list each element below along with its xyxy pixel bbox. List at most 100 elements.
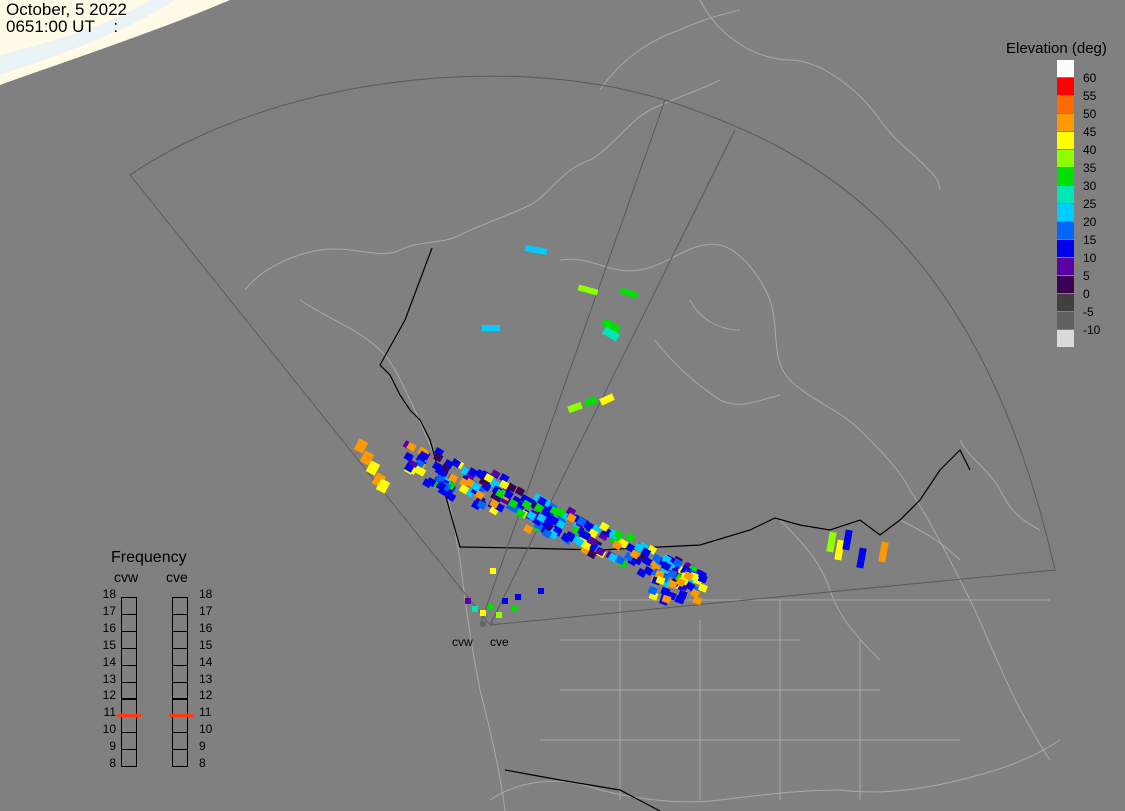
frequency-cell xyxy=(172,715,188,734)
echo-cell xyxy=(834,539,845,561)
echo-cell xyxy=(489,498,500,509)
frequency-cell xyxy=(121,613,137,632)
echo-cell xyxy=(661,554,672,565)
echo-cell xyxy=(602,326,620,342)
echo-cell xyxy=(435,474,446,485)
echo-cell xyxy=(576,516,587,527)
echo-cell xyxy=(474,489,485,500)
site-label-cvw: cvw xyxy=(452,635,473,649)
legend-swatch xyxy=(1057,222,1074,239)
legend-value: 60 xyxy=(1083,71,1097,85)
frequency-cell xyxy=(121,647,137,666)
frequency-cell xyxy=(121,715,137,734)
echo-cell xyxy=(435,480,447,491)
echo-cell xyxy=(599,393,615,406)
frequency-cell xyxy=(121,630,137,649)
frequency-tick-label: 13 xyxy=(102,671,116,686)
legend-swatch xyxy=(1057,168,1074,185)
legend-value: 5 xyxy=(1083,269,1090,283)
legend-value: 15 xyxy=(1083,233,1097,247)
echo-cell xyxy=(586,549,598,560)
echo-cell xyxy=(499,473,510,484)
legend-value: 0 xyxy=(1083,287,1090,301)
echo-cell xyxy=(413,465,425,476)
echo-cell xyxy=(555,519,566,530)
echo-cell xyxy=(458,484,470,495)
frequency-cell xyxy=(172,749,188,768)
frequency-cve-label: cve xyxy=(166,569,188,585)
frequency-tick-label: 8 xyxy=(109,756,116,770)
coastlines xyxy=(244,0,1061,811)
echo-cell xyxy=(651,553,663,564)
echo-cell xyxy=(683,571,694,581)
frequency-tick-label: 14 xyxy=(199,654,213,669)
legend-value: 40 xyxy=(1083,143,1097,157)
echo-cell xyxy=(512,606,518,612)
echo-cell xyxy=(611,540,623,551)
frequency-cell xyxy=(121,664,137,683)
legend-value: 20 xyxy=(1083,215,1097,229)
frequency-tick-label: 15 xyxy=(102,637,116,652)
daylight-band xyxy=(0,0,175,75)
echo-cell xyxy=(667,569,678,579)
frequency-tick-label: 16 xyxy=(102,620,116,635)
legend-value: 25 xyxy=(1083,197,1097,211)
echo-cell xyxy=(541,528,553,539)
echo-cell xyxy=(636,567,647,578)
frequency-tick-label: 17 xyxy=(199,603,213,618)
echo-cell xyxy=(647,585,658,596)
echo-cell xyxy=(499,479,510,490)
frequency-tick-label: 12 xyxy=(199,688,213,703)
echo-cell xyxy=(685,581,696,592)
frequency-cell xyxy=(172,681,188,700)
frequency-tick-label: 16 xyxy=(199,620,213,635)
echo-cell xyxy=(353,438,369,454)
echo-cell xyxy=(536,496,548,507)
legend-swatch xyxy=(1057,114,1074,131)
legend-swatch xyxy=(1057,258,1074,275)
legend-swatch xyxy=(1057,78,1074,95)
frequency-tick-label: 12 xyxy=(102,688,116,703)
legend-value: 10 xyxy=(1083,251,1097,265)
echo-cell xyxy=(521,499,533,510)
echo-cell xyxy=(515,594,521,600)
echo-cell xyxy=(625,532,636,543)
echo-cell xyxy=(403,462,415,473)
echo-cell xyxy=(586,536,598,547)
echo-cell xyxy=(488,604,494,610)
echo-cell xyxy=(640,547,652,558)
echo-cell xyxy=(431,461,443,472)
legend-swatch xyxy=(1057,240,1074,257)
echo-cell xyxy=(506,482,517,493)
echo-cell xyxy=(599,521,610,532)
echo-cell xyxy=(459,477,470,488)
echo-cell xyxy=(545,516,557,527)
frequency-cell xyxy=(172,647,188,666)
echo-cell xyxy=(661,594,672,604)
daylight-region xyxy=(0,0,230,85)
legend-value: 55 xyxy=(1083,89,1097,103)
legend-swatch xyxy=(1057,132,1074,149)
echo-cell xyxy=(595,546,606,557)
echo-cell xyxy=(567,401,583,414)
frequency-tick-label: 9 xyxy=(109,739,116,754)
echo-cell xyxy=(507,498,519,509)
frequency-cell xyxy=(172,664,188,683)
echo-cell xyxy=(375,478,391,494)
frequency-title: Frequency xyxy=(111,549,187,566)
frequency-tick-label: 11 xyxy=(199,705,212,720)
echo-cell xyxy=(476,499,487,510)
frequency-tick-label: 17 xyxy=(102,603,116,618)
echo-cell xyxy=(482,325,500,331)
echo-cell xyxy=(406,441,417,452)
echo-cell xyxy=(450,458,462,469)
echo-cell xyxy=(433,452,444,463)
legend-swatch xyxy=(1057,186,1074,203)
echo-cell xyxy=(642,556,653,567)
echo-cell xyxy=(472,606,478,612)
echo-cell xyxy=(365,460,381,476)
echo-cell xyxy=(496,612,502,618)
frequency-tick-label: 18 xyxy=(199,587,213,601)
echo-cell xyxy=(601,318,621,334)
legend-swatch xyxy=(1057,312,1074,329)
